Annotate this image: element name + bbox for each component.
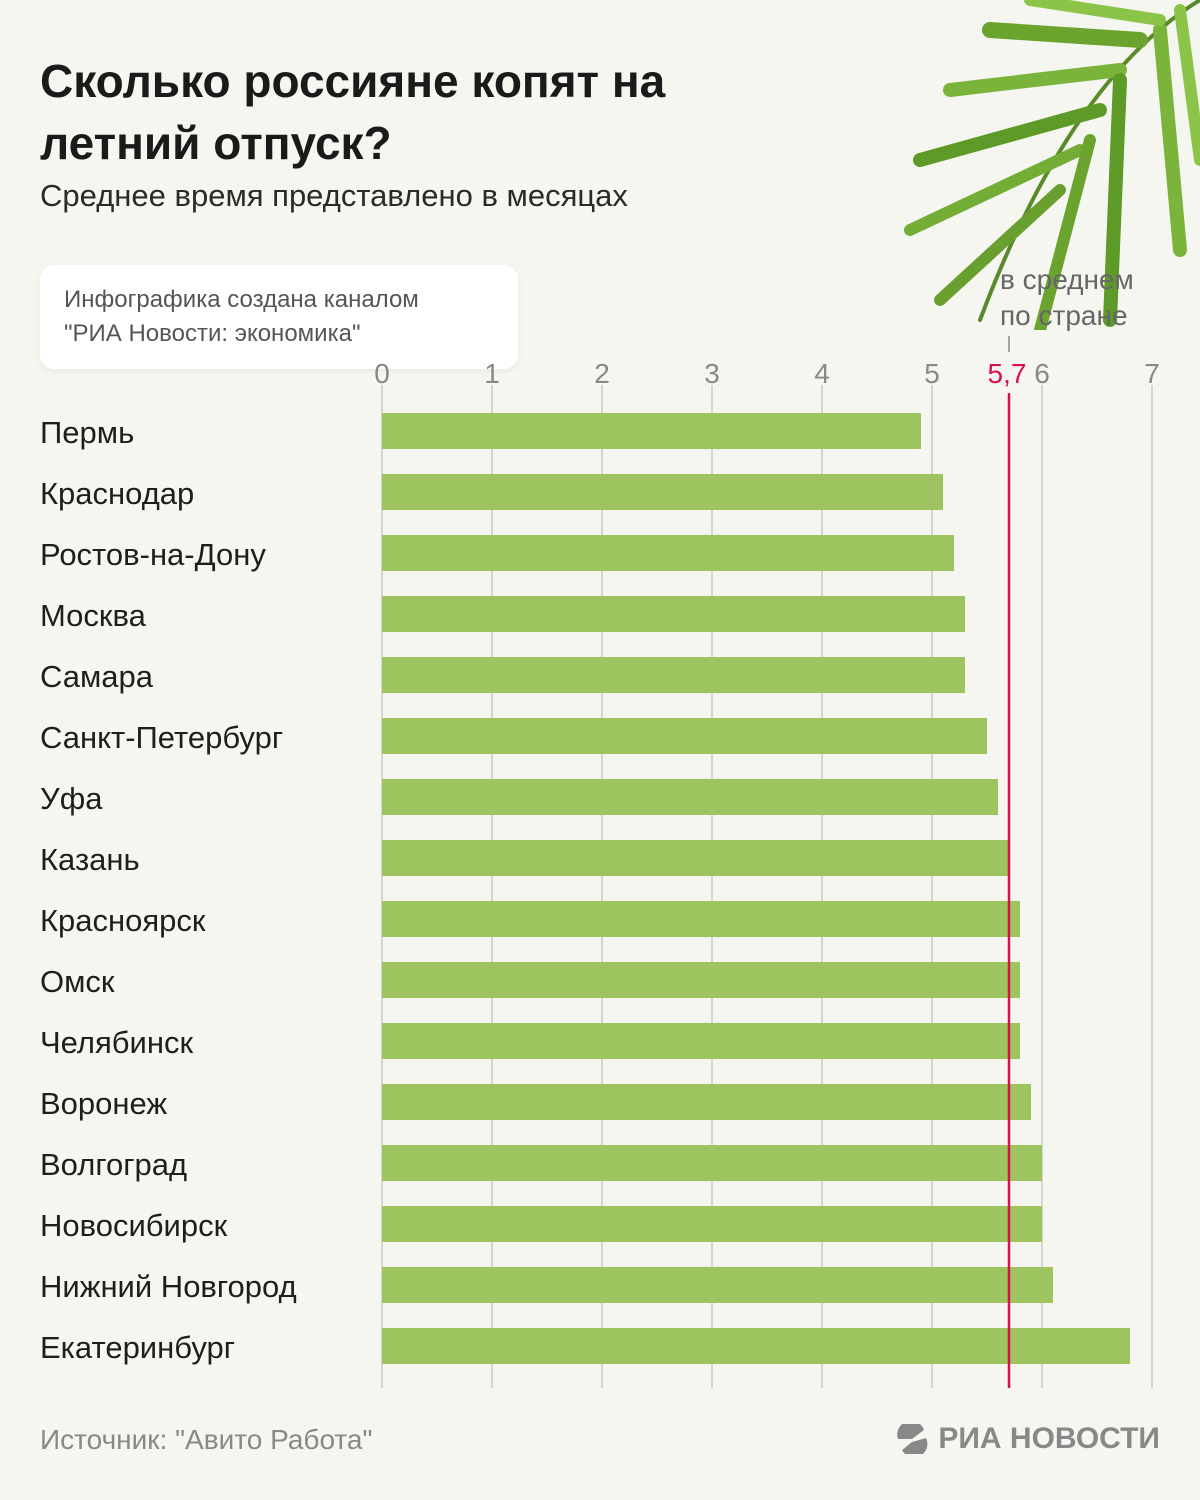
source-text: Источник: "Авито Работа" <box>40 1424 373 1455</box>
ria-logo: РИА НОВОСТИ <box>896 1422 1160 1456</box>
chart-title: Сколько россияне копят на летний отпуск? <box>40 55 666 169</box>
bar <box>382 413 921 449</box>
credit-box: Инфографика создана каналом "РИА Новости… <box>40 265 518 369</box>
category-label: Москва <box>40 598 147 633</box>
category-label: Красноярск <box>40 903 206 938</box>
bar <box>382 901 1020 937</box>
credit-line-1: Инфографика создана каналом <box>64 286 419 313</box>
bar <box>382 535 954 571</box>
x-tick-label: 2 <box>594 358 610 389</box>
bar <box>382 840 1009 876</box>
x-tick-label: 0 <box>374 358 390 389</box>
bar <box>382 962 1020 998</box>
category-label: Воронеж <box>40 1086 167 1121</box>
bar <box>382 1267 1053 1303</box>
category-label: Краснодар <box>40 476 194 511</box>
average-label-line-2: по стране <box>1000 300 1128 331</box>
bar <box>382 718 987 754</box>
category-label: Челябинск <box>40 1025 193 1060</box>
bar <box>382 596 965 632</box>
bar <box>382 474 943 510</box>
category-label: Санкт-Петербург <box>40 720 283 755</box>
average-label-line-1: в среднем <box>1000 264 1134 295</box>
bar <box>382 1084 1031 1120</box>
average-label-bg <box>981 354 1033 388</box>
x-tick-label: 3 <box>704 358 720 389</box>
bar <box>382 1145 1042 1181</box>
bar <box>382 1328 1130 1364</box>
average-value-label: 5,7 <box>988 358 1027 389</box>
category-label: Нижний Новгород <box>40 1269 297 1304</box>
category-label: Самара <box>40 659 154 694</box>
bar <box>382 779 998 815</box>
bar <box>382 1023 1020 1059</box>
ria-logo-text: РИА НОВОСТИ <box>938 1422 1160 1455</box>
category-label: Омск <box>40 964 115 999</box>
category-label: Новосибирск <box>40 1208 228 1243</box>
category-label: Казань <box>40 842 140 877</box>
average-label: в среднем по стране <box>1000 262 1134 334</box>
ria-logo-icon <box>897 1424 928 1454</box>
category-label: Екатеринбург <box>40 1330 235 1365</box>
bar <box>382 1206 1042 1242</box>
x-tick-label: 7 <box>1144 358 1160 389</box>
x-tick-label: 5 <box>924 358 940 389</box>
x-tick-label: 1 <box>484 358 500 389</box>
category-label: Волгоград <box>40 1147 187 1182</box>
category-label: Ростов-на-Дону <box>40 537 266 572</box>
credit-line-2: "РИА Новости: экономика" <box>64 320 361 347</box>
chart-subtitle: Среднее время представлено в месяцах <box>40 178 628 213</box>
category-label: Пермь <box>40 415 134 450</box>
x-tick-label: 6 <box>1034 358 1050 389</box>
bar <box>382 657 965 693</box>
x-tick-label: 4 <box>814 358 830 389</box>
palm-leaf-decoration <box>904 0 1200 330</box>
category-label: Уфа <box>40 781 103 816</box>
